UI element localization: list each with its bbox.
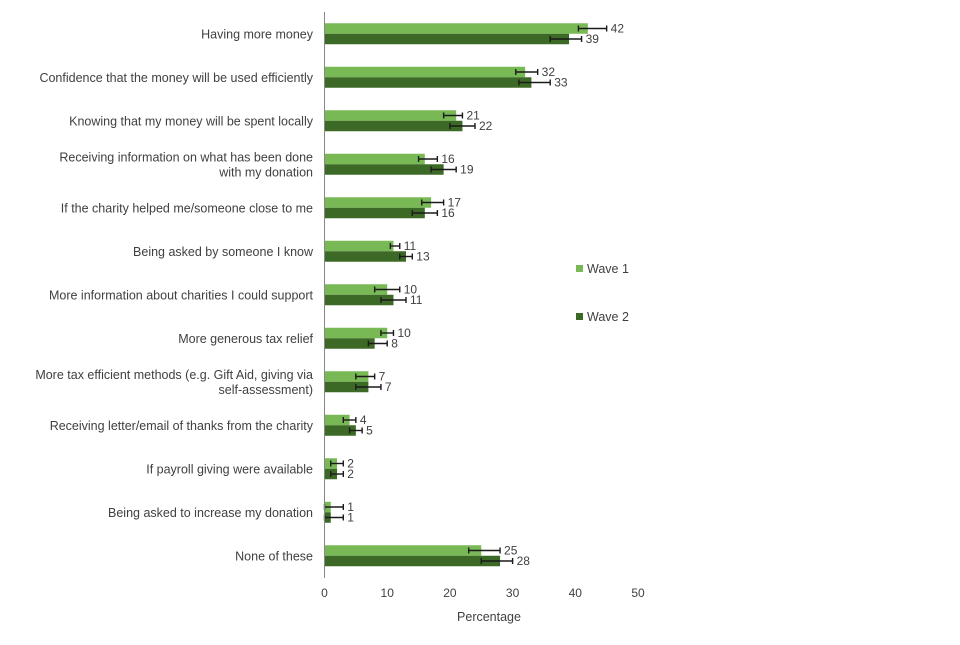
category-label: If the charity helped me/someone close t… <box>61 201 313 215</box>
data-label: 10 <box>404 283 418 297</box>
data-label: 42 <box>611 22 625 36</box>
bar-wave-1 <box>324 23 588 34</box>
category-label: If payroll giving were available <box>146 462 313 476</box>
x-tick-label: 30 <box>506 586 520 600</box>
legend-label: Wave 2 <box>587 310 629 324</box>
category-label-line: None of these <box>235 549 313 563</box>
category-label: Having more money <box>201 27 314 41</box>
category-label-line: Being asked by someone I know <box>133 245 314 259</box>
data-label: 39 <box>586 32 600 46</box>
category-label-line: If the charity helped me/someone close t… <box>61 201 313 215</box>
error-bars-layer <box>323 25 608 564</box>
value-labels: 4239323321221619171611131011108774522112… <box>347 22 624 569</box>
data-label: 32 <box>542 65 556 79</box>
category-label: More generous tax relief <box>178 332 313 346</box>
bar-wave-1 <box>324 110 457 121</box>
bar-wave-1 <box>324 327 388 339</box>
data-label: 2 <box>347 457 354 471</box>
category-label-line: Knowing that my money will be spent loca… <box>69 114 314 128</box>
x-tick-label: 20 <box>443 586 457 600</box>
bar-wave-1 <box>324 545 482 556</box>
category-label-line: Being asked to increase my donation <box>108 506 313 520</box>
data-label: 19 <box>460 163 474 177</box>
bar-wave-1 <box>324 153 425 165</box>
bar-wave-2 <box>324 33 570 45</box>
bar-wave-1 <box>324 284 388 295</box>
data-label: 8 <box>391 337 398 351</box>
legend: Wave 1 Wave 2 <box>576 262 629 324</box>
x-tick-labels: 0 10 20 30 40 50 <box>321 586 645 600</box>
bar-wave-2 <box>324 555 501 567</box>
legend-label: Wave 1 <box>587 262 629 276</box>
category-label-line: Having more money <box>201 27 314 41</box>
category-label-line: Receiving letter/email of thanks from th… <box>50 419 314 433</box>
data-label: 21 <box>466 109 480 123</box>
x-axis-title: Percentage <box>457 610 521 624</box>
bar-wave-2 <box>324 338 375 349</box>
category-label: Confidence that the money will be used e… <box>39 71 313 85</box>
category-label-line: Receiving information on what has been d… <box>59 150 313 164</box>
bar-wave-2 <box>324 294 394 306</box>
data-label: 17 <box>448 196 462 210</box>
data-label: 33 <box>554 76 568 90</box>
data-label: 13 <box>416 250 430 264</box>
data-label: 1 <box>347 500 354 514</box>
category-label: Being asked to increase my donation <box>108 506 313 520</box>
data-label: 16 <box>441 206 455 220</box>
data-label: 28 <box>517 554 531 568</box>
data-label: 7 <box>379 370 386 384</box>
bar-wave-1 <box>324 371 369 382</box>
category-label-line: with my donation <box>218 165 313 179</box>
category-label: Being asked by someone I know <box>133 245 314 259</box>
category-labels: Having more money Confidence that the mon… <box>35 27 314 563</box>
data-label: 2 <box>347 467 354 481</box>
category-label-line: If payroll giving were available <box>146 462 313 476</box>
category-label: More information about charities I could… <box>49 288 314 302</box>
x-tick-label: 10 <box>381 586 395 600</box>
category-label-line: Confidence that the money will be used e… <box>39 71 313 85</box>
data-label: 4 <box>360 413 367 427</box>
bar-wave-2 <box>324 77 532 88</box>
x-tick-label: 0 <box>321 586 328 600</box>
bar-wave-2 <box>324 120 463 132</box>
bar-wave-2 <box>324 164 444 175</box>
data-label: 7 <box>385 380 392 394</box>
data-label: 5 <box>366 424 373 438</box>
bar-wave-1 <box>324 414 350 426</box>
legend-swatch <box>576 313 583 320</box>
bar-wave-1 <box>324 197 432 208</box>
data-label: 11 <box>410 293 423 307</box>
data-label: 16 <box>441 152 455 166</box>
category-label-line: self-assessment) <box>219 383 313 397</box>
data-label: 25 <box>504 544 518 558</box>
bar-wave-1 <box>324 66 526 78</box>
category-label: More tax efficient methods (e.g. Gift Ai… <box>35 368 313 397</box>
data-label: 10 <box>397 326 411 340</box>
category-label: Receiving letter/email of thanks from th… <box>50 419 314 433</box>
bar-wave-2 <box>324 207 425 219</box>
bar-wave-1 <box>324 240 394 252</box>
category-label-line: More generous tax relief <box>178 332 313 346</box>
data-label: 22 <box>479 119 493 133</box>
bar-wave-2 <box>324 381 369 393</box>
bar-wave-2 <box>324 251 407 262</box>
x-tick-label: 50 <box>631 586 645 600</box>
category-label: Receiving information on what has been d… <box>59 150 313 179</box>
x-tick-label: 40 <box>569 586 583 600</box>
category-label: Knowing that my money will be spent loca… <box>69 114 314 128</box>
bar-wave-2 <box>324 425 356 436</box>
data-label: 11 <box>404 239 417 253</box>
legend-swatch <box>576 265 583 272</box>
bars-layer <box>324 23 588 567</box>
category-label-line: More tax efficient methods (e.g. Gift Ai… <box>35 368 313 382</box>
category-label-line: More information about charities I could… <box>49 288 314 302</box>
data-label: 1 <box>347 511 354 525</box>
category-label: None of these <box>235 549 313 563</box>
